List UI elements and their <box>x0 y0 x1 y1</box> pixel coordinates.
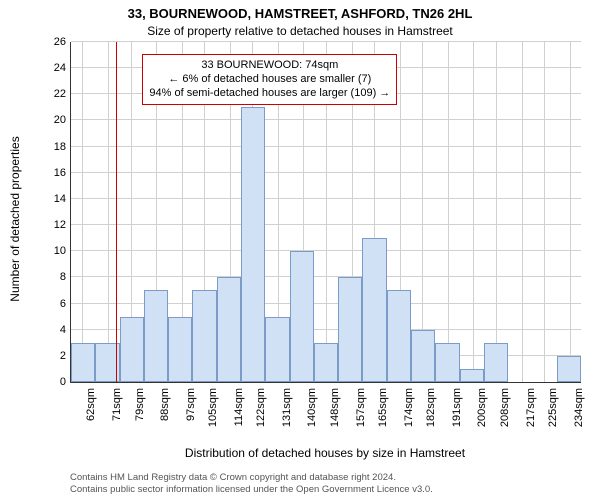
gridline-vertical <box>522 42 523 382</box>
y-tick-label: 2 <box>36 350 66 362</box>
histogram-bar <box>144 290 168 382</box>
footer-line-1: Contains HM Land Registry data © Crown c… <box>70 472 580 484</box>
x-tick-label: 140sqm <box>306 388 318 438</box>
y-tick-label: 0 <box>36 376 66 388</box>
x-tick-label: 225sqm <box>547 388 559 438</box>
histogram-bar <box>241 107 265 382</box>
annotation-line: 33 BOURNEWOOD: 74sqm <box>149 58 390 72</box>
x-tick-label: 217sqm <box>525 388 537 438</box>
histogram-bar <box>71 343 95 382</box>
y-tick-label: 24 <box>36 62 66 74</box>
x-tick-label: 97sqm <box>185 388 197 438</box>
histogram-bar <box>290 251 314 382</box>
x-tick-label: 148sqm <box>329 388 341 438</box>
x-tick-label: 122sqm <box>255 388 267 438</box>
histogram-bar <box>314 343 338 382</box>
footer-line-2: Contains public sector information licen… <box>70 484 580 496</box>
plot-area: 33 BOURNEWOOD: 74sqm← 6% of detached hou… <box>70 42 581 383</box>
histogram-bar <box>435 343 459 382</box>
gridline-vertical <box>448 42 449 382</box>
histogram-bar <box>120 317 144 382</box>
x-tick-label: 114sqm <box>233 388 245 438</box>
gridline-vertical <box>496 42 497 382</box>
chart-title-main: 33, BOURNEWOOD, HAMSTREET, ASHFORD, TN26… <box>0 6 600 21</box>
y-tick-label: 10 <box>36 245 66 257</box>
x-axis-label: Distribution of detached houses by size … <box>70 446 580 460</box>
x-tick-label: 208sqm <box>499 388 511 438</box>
x-tick-label: 131sqm <box>281 388 293 438</box>
histogram-bar <box>387 290 411 382</box>
gridline-vertical <box>544 42 545 382</box>
y-tick-label: 14 <box>36 193 66 205</box>
annotation-line: ← 6% of detached houses are smaller (7) <box>149 72 390 86</box>
y-tick-label: 6 <box>36 298 66 310</box>
histogram-bar <box>338 277 362 382</box>
x-tick-label: 200sqm <box>476 388 488 438</box>
x-tick-label: 62sqm <box>85 388 97 438</box>
histogram-bar <box>265 317 289 382</box>
x-tick-label: 182sqm <box>425 388 437 438</box>
y-tick-label: 18 <box>36 141 66 153</box>
y-tick-label: 16 <box>36 167 66 179</box>
histogram-bar <box>411 330 435 382</box>
x-tick-label: 71sqm <box>111 388 123 438</box>
histogram-bar <box>192 290 216 382</box>
y-tick-label: 22 <box>36 88 66 100</box>
histogram-bar <box>217 277 241 382</box>
histogram-bar <box>168 317 192 382</box>
histogram-bar <box>484 343 508 382</box>
gridline-vertical <box>570 42 571 382</box>
footer-attribution: Contains HM Land Registry data © Crown c… <box>70 472 580 496</box>
chart-title-sub: Size of property relative to detached ho… <box>0 24 600 38</box>
gridline-vertical <box>82 42 83 382</box>
chart-container: 33, BOURNEWOOD, HAMSTREET, ASHFORD, TN26… <box>0 0 600 500</box>
x-tick-label: 105sqm <box>207 388 219 438</box>
x-tick-label: 157sqm <box>355 388 367 438</box>
y-axis-label: Number of detached properties <box>8 119 22 319</box>
reference-line <box>116 42 117 382</box>
x-tick-label: 79sqm <box>134 388 146 438</box>
x-tick-label: 174sqm <box>403 388 415 438</box>
y-tick-label: 4 <box>36 324 66 336</box>
y-tick-label: 8 <box>36 271 66 283</box>
histogram-bar <box>460 369 484 382</box>
x-tick-label: 234sqm <box>573 388 585 438</box>
histogram-bar <box>557 356 581 382</box>
x-tick-label: 88sqm <box>159 388 171 438</box>
x-tick-label: 191sqm <box>451 388 463 438</box>
x-tick-label: 165sqm <box>377 388 389 438</box>
y-tick-label: 12 <box>36 219 66 231</box>
histogram-bar <box>362 238 386 382</box>
y-tick-label: 26 <box>36 36 66 48</box>
gridline-vertical <box>473 42 474 382</box>
gridline-vertical <box>108 42 109 382</box>
y-tick-label: 20 <box>36 114 66 126</box>
annotation-line: 94% of semi-detached houses are larger (… <box>149 86 390 100</box>
annotation-box: 33 BOURNEWOOD: 74sqm← 6% of detached hou… <box>142 54 397 105</box>
